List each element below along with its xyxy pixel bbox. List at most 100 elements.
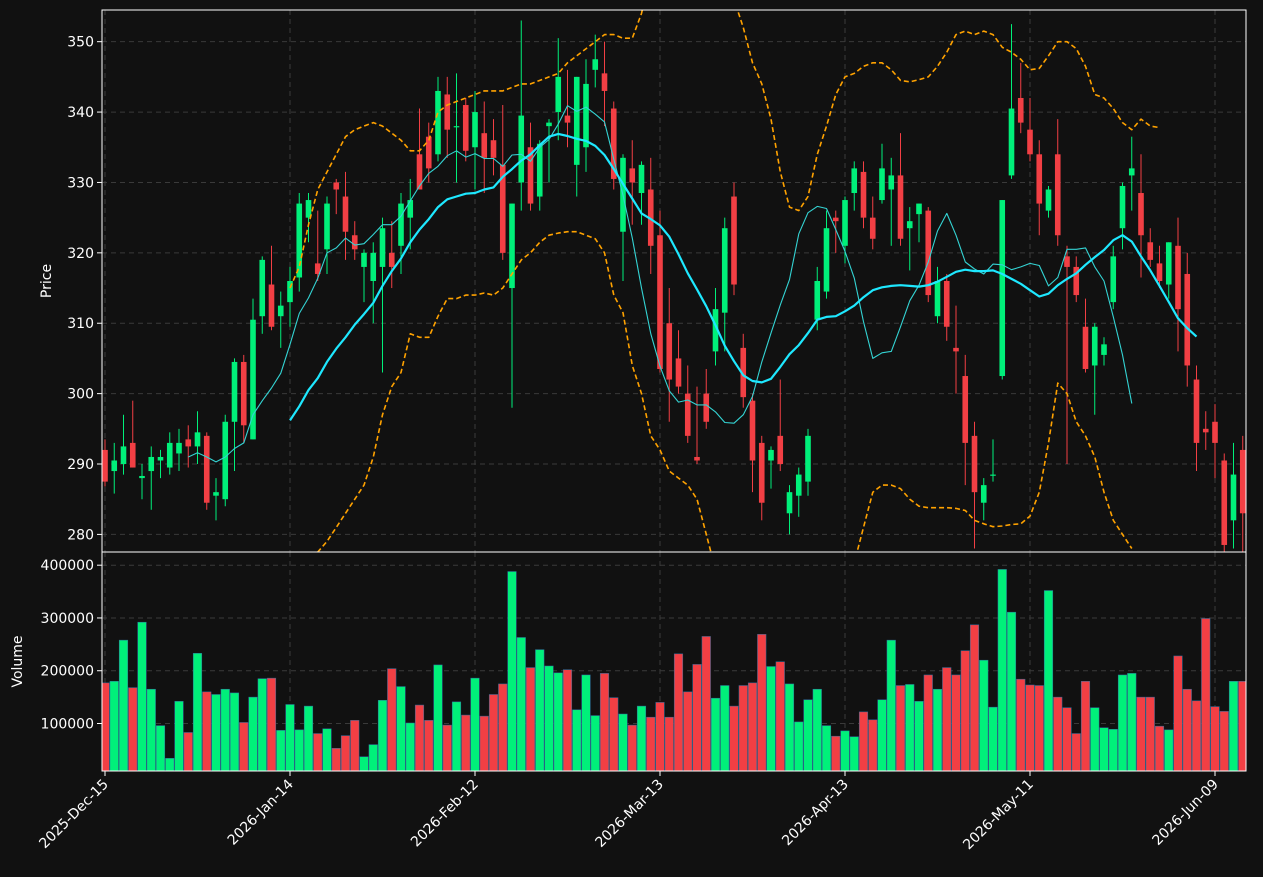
candle [657,210,663,373]
candle [314,210,321,281]
volume-bar [960,650,970,771]
candle-body [176,442,182,454]
candle [453,73,460,183]
volume-bar [664,716,674,771]
volume-bar [248,696,258,771]
candle-body [268,284,275,327]
volume-bar [729,705,739,771]
candle [370,242,377,324]
candle-body [305,200,312,218]
volume-bar [294,729,304,771]
candle-body [444,94,451,130]
candle [185,425,192,468]
volume-bar [285,704,295,771]
candle-body [185,439,192,447]
volume-bar [396,686,406,771]
volume-bar [1016,678,1026,771]
volume-bar [424,720,434,771]
candle [111,442,118,494]
candle-body [916,203,922,215]
candle [324,196,330,274]
volume-ytick-label: 300000 [41,611,94,627]
candle [518,20,525,211]
candle-body [1119,185,1126,229]
candle [546,119,552,183]
volume-bar [414,704,425,771]
candle-body [869,217,876,239]
candle-body [324,203,330,250]
volume-bar [1043,590,1054,771]
candle [971,421,978,549]
price-ytick-label: 310 [67,316,94,332]
candle [916,203,922,243]
volume-bar [988,706,998,771]
candle-body [351,235,358,250]
candle-body [786,492,793,514]
candle-body [694,456,700,461]
candle [1175,217,1181,352]
volume-bar [868,719,878,771]
xtick-label: 2026-Jan-14 [225,776,297,848]
candle-body [1091,326,1098,366]
candle [157,449,164,479]
volume-bar [266,677,277,771]
xtick-label: 2025-Dec-15 [36,777,111,852]
candle-body [250,319,256,440]
volume-bar [701,636,711,771]
candle [592,34,599,88]
candle-body [703,393,710,422]
volume-bar [877,699,887,771]
candle [213,478,219,521]
price-ytick-label: 280 [67,527,94,543]
candle-body [675,358,682,387]
volume-bar [1108,729,1118,771]
candle-body [240,361,247,426]
volume-bar [599,673,610,771]
volume-bar [257,678,267,771]
price-ytick-label: 330 [67,175,94,191]
volume-axis-label: Volume [10,635,26,687]
price-ytick-label: 300 [67,387,94,403]
candle [1221,453,1228,552]
volume-bar [618,713,628,771]
candle [795,467,802,517]
slow-moving-average-line [289,132,1198,422]
candle-body [934,281,941,317]
candle-body [370,252,377,281]
volume-bar [562,669,573,771]
volume-bar [738,685,748,771]
candle-body [1147,242,1154,260]
volume-bar [840,730,850,771]
volume-bar [535,649,545,771]
candle-body [194,432,201,447]
volume-bar [451,701,462,771]
candle-body [758,442,765,503]
candle-body [287,281,293,303]
volume-bar [720,685,730,771]
volume-bar [1090,707,1100,771]
candle-body [361,252,367,267]
volume-bar [1191,700,1202,771]
volume-bar [969,624,980,771]
price-plot [102,10,1246,552]
candle-body [1008,108,1015,176]
candle-body [222,421,229,500]
candle-body [980,485,987,503]
candle-body [213,492,219,496]
volume-bar [377,700,388,771]
candle-body [129,442,136,468]
candle [768,446,774,489]
candle [1110,245,1117,310]
volume-bar [340,735,351,771]
candle-body [647,189,654,246]
candle [120,414,127,475]
xtick-label: 2026-Mar-13 [593,777,667,851]
candle-body [1036,154,1043,204]
volume-plot [102,569,1246,771]
volume-bar [202,691,212,771]
volume-bar [1219,711,1229,771]
lower-band-line [315,230,1133,552]
volume-bar [905,684,915,771]
candle [1212,404,1218,479]
candle [777,379,784,472]
